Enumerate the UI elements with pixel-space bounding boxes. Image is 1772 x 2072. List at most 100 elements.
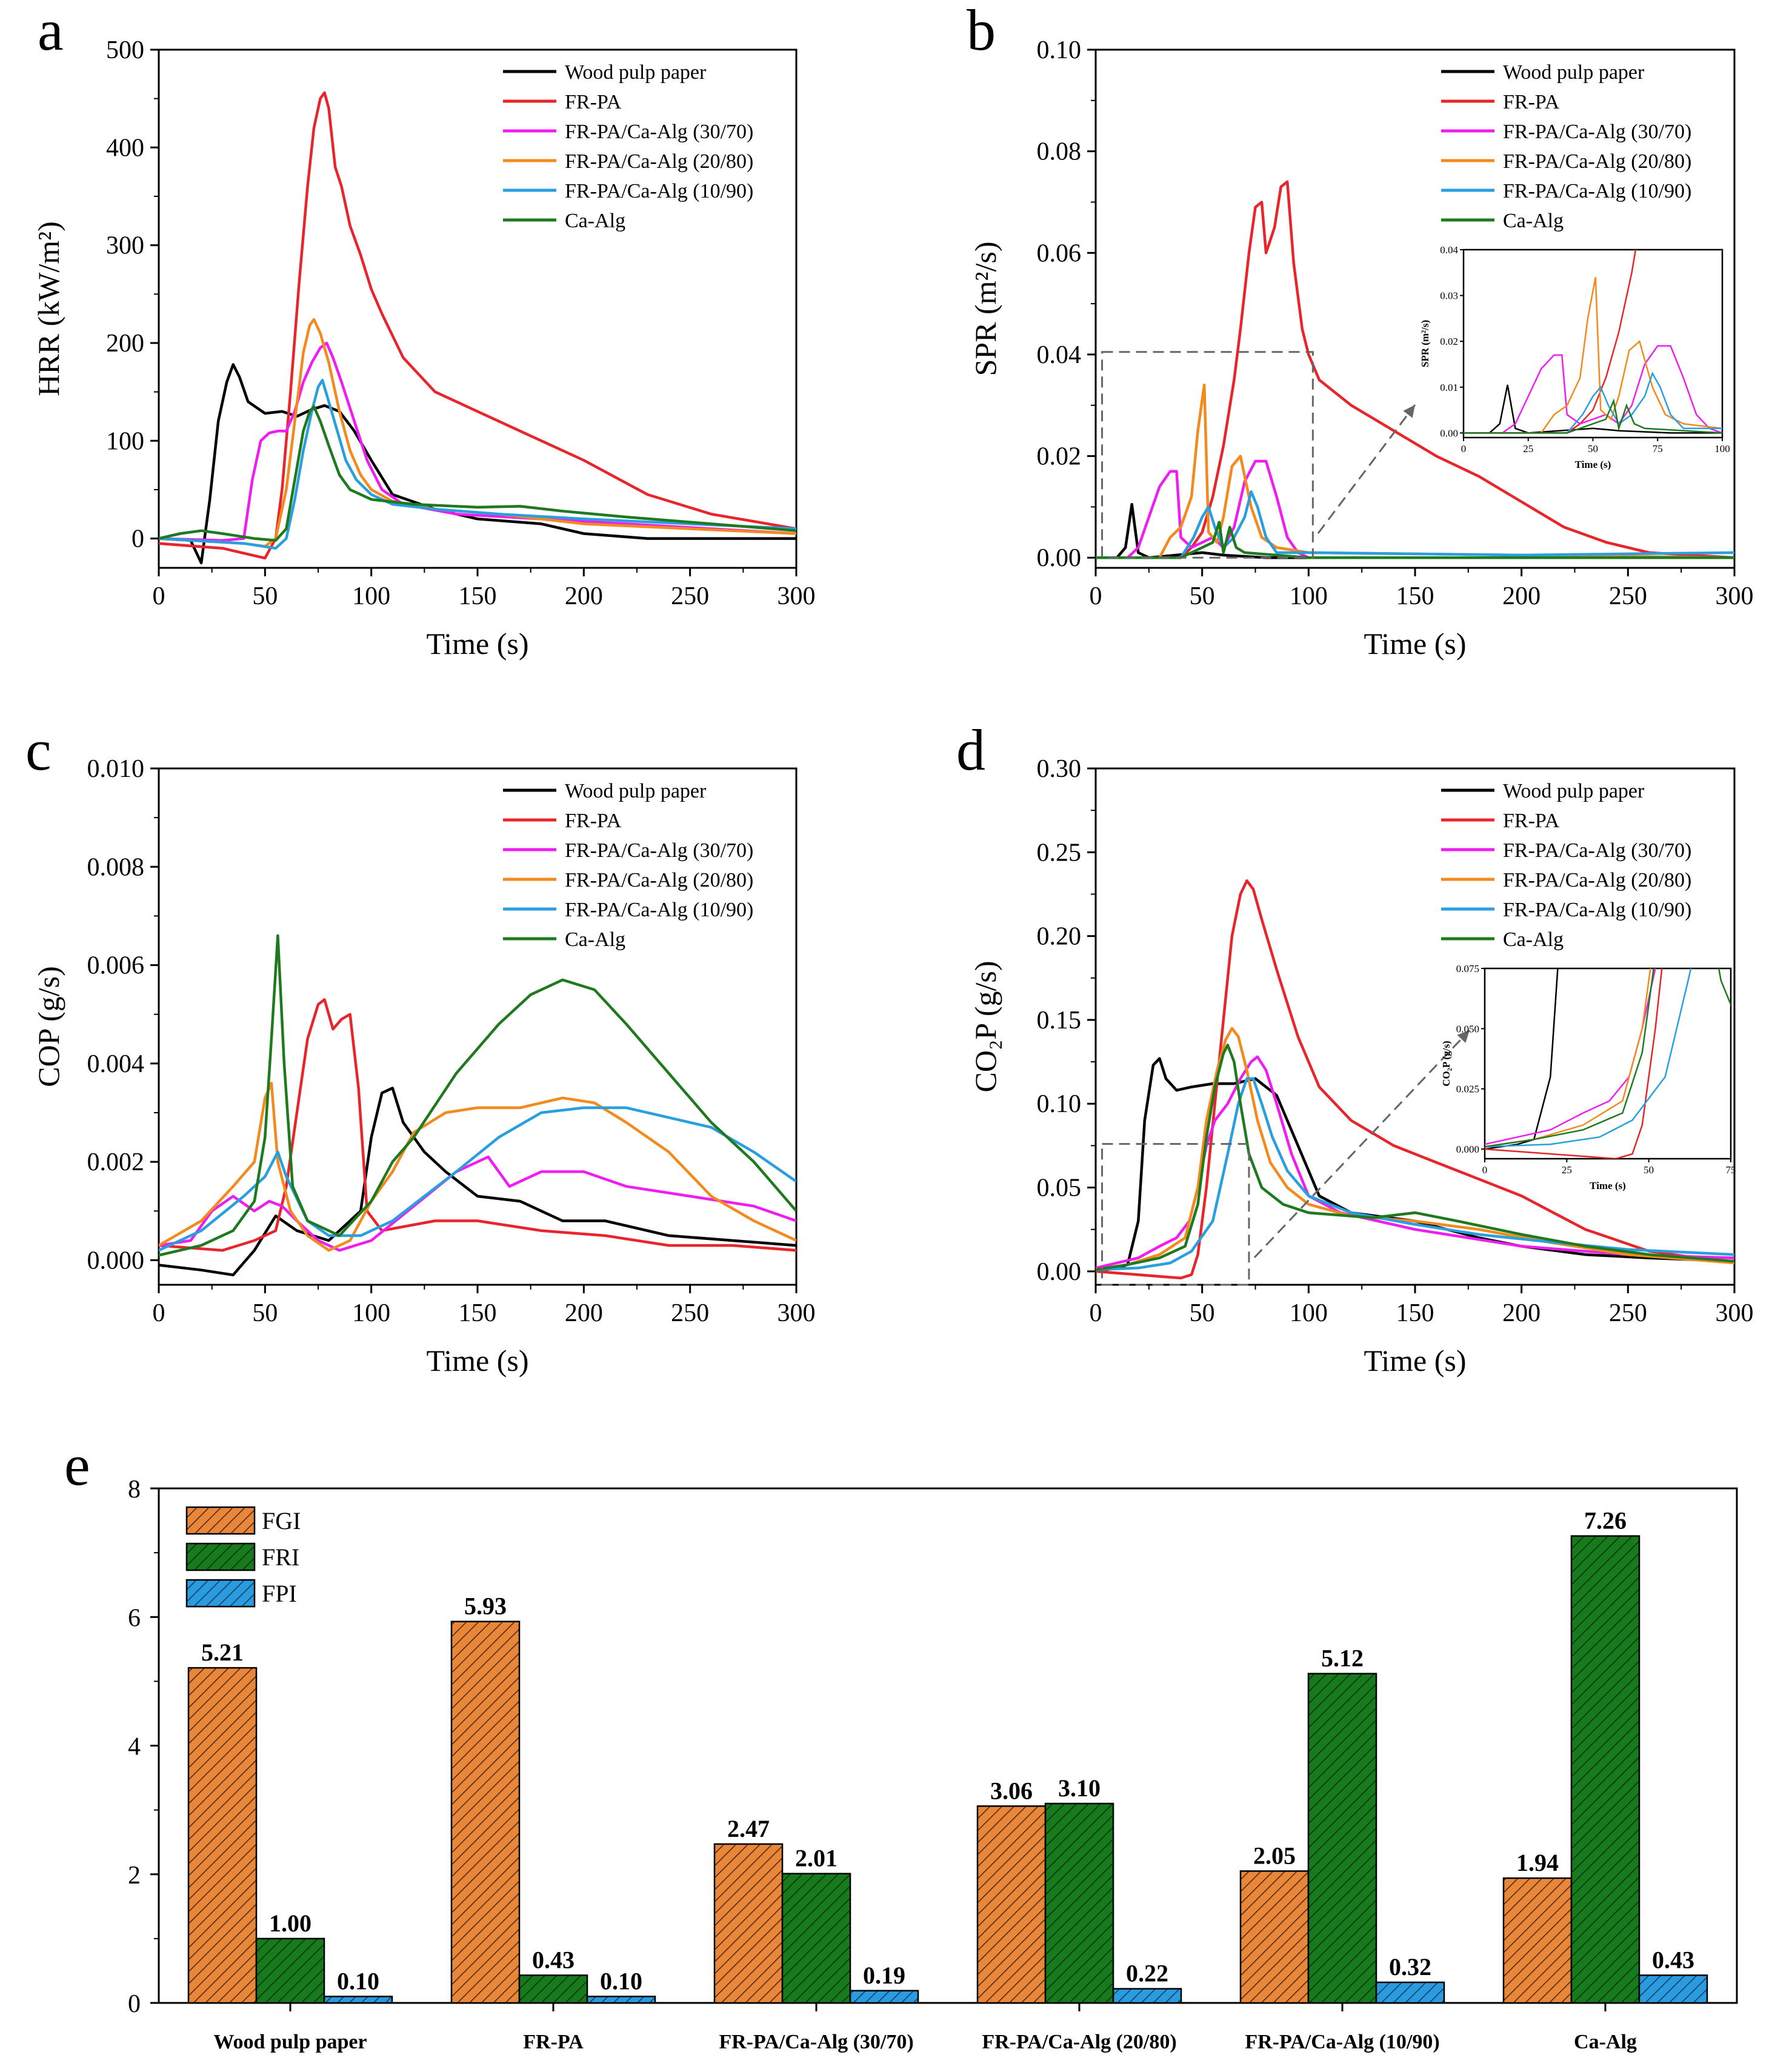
bar-fri — [781, 1873, 851, 2004]
series-line-r3070 — [1096, 1055, 1734, 1270]
legend-label-frpa: FR-PA — [1503, 810, 1560, 832]
inset-lines — [1464, 250, 1722, 434]
zoom-arrow — [1317, 404, 1416, 534]
legend: Wood pulp paper FR-PA FR-PA/Ca-Alg (30/70)… — [503, 780, 753, 951]
legend: Wood pulp paper FR-PA FR-PA/Ca-Alg (30/70)… — [1441, 780, 1691, 951]
co2p-chart: 0 50 100 150 200 250 3000.000.050.100.150.200.… — [968, 755, 1754, 1377]
x-tick-label: 100 — [352, 1299, 390, 1327]
y-tick-label: 0.15 — [1037, 1007, 1082, 1034]
y-tick-label: 100 — [106, 427, 144, 455]
bar-value-label: 0.22 — [1126, 1960, 1168, 1987]
inset-y-tick-label: 0.01 — [1440, 382, 1458, 393]
series-line-wood — [159, 1087, 796, 1277]
x-tick-label: 50 — [1190, 582, 1215, 610]
bar-fri — [1307, 1673, 1377, 2004]
inset-y-tick-label: 0.050 — [1456, 1023, 1479, 1034]
inset-lines — [1485, 968, 1731, 1159]
bar-fpi — [1638, 1974, 1708, 2004]
zoom-arrow-head — [1457, 1030, 1470, 1043]
x-tick-label: 50 — [252, 582, 278, 610]
y-tick-label: 0.000 — [87, 1247, 145, 1274]
series-line-caalg — [1096, 521, 1734, 559]
inset-chart: 0 25 50 75 100 0.00 0.01 0.02 0.03 0.04 Time (s) SP… — [1101, 244, 1730, 559]
legend-label-wood: Wood pulp paper — [1503, 61, 1645, 84]
inset-x-tick-label: 75 — [1726, 1164, 1736, 1176]
y-tick-label: 6 — [128, 1604, 141, 1632]
inset-x-tick-label: 25 — [1562, 1164, 1572, 1176]
inset-line-r3070 — [1464, 345, 1722, 434]
y-tick-label: 2 — [128, 1862, 141, 1890]
x-tick-label: 250 — [671, 582, 709, 610]
inset-line-wood — [1464, 384, 1722, 434]
x-tick-label: 300 — [778, 582, 816, 610]
bar-fpi — [323, 1996, 393, 2004]
series-line-r1090 — [1096, 490, 1734, 559]
bar-fpi — [1112, 1988, 1182, 2004]
series-line-r1090 — [1096, 1077, 1734, 1271]
x-tick-label: 150 — [1396, 582, 1434, 610]
inset-line-r3070 — [1485, 968, 1656, 1145]
series-line-frpa — [1096, 180, 1734, 559]
y-tick-label: 0.10 — [1037, 1090, 1082, 1118]
series-line-r3070 — [159, 1155, 796, 1252]
zoom-arrow-head — [1403, 405, 1415, 418]
panel-label-b: b — [967, 0, 996, 62]
zoom-region-box — [1101, 1143, 1250, 1286]
x-tick-label: 200 — [565, 582, 603, 610]
series-line-frpa — [159, 91, 796, 560]
inset-x-title: Time (s) — [1590, 1180, 1626, 1191]
legend-label-fpi: FPI — [262, 1580, 297, 1607]
legend-label-r2080: FR-PA/Ca-Alg (20/80) — [1503, 150, 1691, 173]
x-tick-label: 200 — [1502, 582, 1541, 610]
legend-label-r1090: FR-PA/Ca-Alg (10/90) — [1503, 899, 1691, 921]
bar-fri — [255, 1937, 325, 2004]
x-axis-title: Time (s) — [426, 627, 528, 661]
legend-label-caalg: Ca-Alg — [1503, 210, 1564, 232]
legend-label-fgi: FGI — [262, 1507, 301, 1534]
y-tick-label: 0 — [128, 1990, 141, 2018]
inset-y-tick-label: 0.075 — [1456, 963, 1479, 974]
legend-label-caalg: Ca-Alg — [565, 928, 625, 951]
inset-frame — [1462, 248, 1724, 439]
y-tick-label: 300 — [106, 232, 144, 260]
inset-x-tick-label: 100 — [1714, 443, 1730, 455]
y-tick-label: 0.004 — [87, 1050, 145, 1078]
bar-value-label: 0.10 — [600, 1967, 642, 1994]
plot-frame — [158, 1487, 1738, 2004]
legend-label-r1090: FR-PA/Ca-Alg (10/90) — [565, 180, 753, 202]
x-tick-label: 50 — [252, 1299, 278, 1327]
legend-label-r3070: FR-PA/Ca-Alg (30/70) — [565, 121, 753, 143]
cop-chart: 0 50 100 150 200 250 300 0.000 0.002 0.004 0.006 0.… — [32, 755, 816, 1377]
legend-label-frpa: FR-PA — [1503, 91, 1560, 113]
x-tick-label: 150 — [459, 582, 497, 610]
x-tick-label: 250 — [1609, 582, 1647, 610]
bar-value-label: 0.19 — [863, 1962, 905, 1989]
y-tick-label: 0.06 — [1037, 239, 1082, 267]
legend-label-wood: Wood pulp paper — [565, 780, 707, 802]
y-tick-label: 500 — [106, 36, 144, 64]
x-tick-label: 300 — [1716, 1299, 1754, 1327]
legend-label-r2080: FR-PA/Ca-Alg (20/80) — [565, 150, 753, 173]
y-tick-label: 0.20 — [1037, 923, 1082, 951]
y-tick-label: 8 — [128, 1476, 141, 1504]
x-axis-title: Time (s) — [1364, 627, 1466, 661]
x-tick-label: 0 — [1090, 582, 1102, 610]
inset-x-tick-label: 25 — [1523, 443, 1533, 455]
y-tick-label: 0.006 — [87, 952, 145, 980]
y-axis-title: HRR (kW/m²) — [32, 221, 65, 396]
inset-x-tick-label: 50 — [1644, 1164, 1654, 1176]
x-tick-label: 0 — [153, 1299, 165, 1327]
series-line-caalg — [1096, 1044, 1734, 1271]
legend-label-wood: Wood pulp paper — [1503, 780, 1645, 802]
bar-value-label: 0.10 — [337, 1967, 379, 1994]
bar-value-label: 0.32 — [1389, 1953, 1431, 1980]
legend-label-frpa: FR-PA — [565, 91, 622, 113]
panel-label-a: a — [38, 0, 64, 62]
inset-y-tick-label: 0.03 — [1440, 290, 1458, 302]
inset-frame — [1484, 967, 1732, 1160]
y-tick-label: 0.00 — [1037, 1258, 1082, 1286]
series-line-r2080 — [1096, 1027, 1734, 1271]
bar-fpi — [849, 1990, 919, 2004]
panel-label-d: d — [956, 718, 985, 782]
